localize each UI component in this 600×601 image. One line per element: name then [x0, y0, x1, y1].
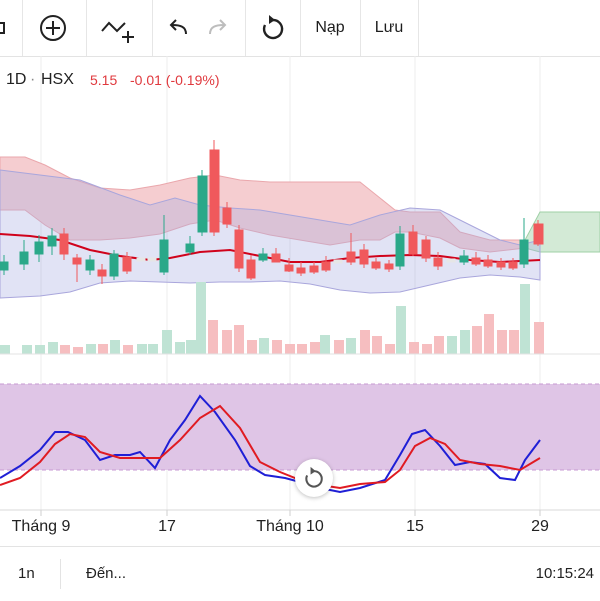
toolbar-divider — [152, 0, 153, 56]
toolbar-divider — [245, 0, 246, 56]
x-axis-label: Tháng 9 — [11, 518, 71, 535]
x-axis-label: 17 — [158, 518, 176, 535]
bottom-bar: 1n Đến... 10:15:24 — [0, 546, 600, 601]
toolbar-divider — [22, 0, 23, 56]
toolbar-divider — [418, 0, 419, 56]
chart-canvas[interactable] — [0, 0, 600, 546]
stochastic-k-line — [0, 394, 541, 494]
chart-toolbar: Nạp Lưu — [0, 0, 600, 57]
redo-icon — [209, 19, 227, 35]
add-indicator-button[interactable] — [22, 0, 84, 56]
price-change: -0.01 (-0.19%) — [130, 72, 220, 88]
oscillator-band — [0, 384, 600, 470]
stochastic-d-line — [0, 404, 541, 490]
candlestick-series — [0, 140, 544, 284]
toolbar-divider — [86, 0, 87, 56]
reset-icon — [305, 466, 323, 488]
exchange-label: HSX — [41, 71, 74, 88]
range-selector[interactable]: 1n — [18, 565, 35, 582]
undo-button[interactable] — [160, 0, 196, 56]
load-label: Nạp — [315, 19, 345, 36]
save-label: Lưu — [374, 19, 404, 36]
undo-icon — [169, 19, 187, 35]
volume-series — [0, 282, 544, 354]
indicator-settings-icon — [0, 22, 5, 34]
bottom-divider — [60, 559, 61, 589]
x-axis-label: 15 — [406, 518, 424, 535]
reset-chart-button[interactable] — [245, 0, 300, 56]
reset-icon — [262, 15, 283, 40]
x-axis-label: 29 — [531, 518, 549, 535]
last-price: 5.15 — [90, 72, 118, 88]
redo-button[interactable] — [200, 0, 236, 56]
save-button[interactable]: Lưu — [360, 0, 418, 56]
toolbar-divider — [300, 0, 301, 56]
add-icon — [40, 15, 66, 41]
goto-date-button[interactable]: Đến... — [86, 565, 127, 582]
load-button[interactable]: Nạp — [300, 0, 360, 56]
timeframe-label[interactable]: 1D — [6, 71, 27, 88]
reset-zoom-button[interactable] — [295, 459, 333, 497]
indicator-settings-button[interactable] — [0, 0, 14, 56]
info-separator: · — [30, 71, 36, 88]
compare-button[interactable] — [86, 0, 152, 56]
toolbar-divider — [360, 0, 361, 56]
x-axis-label: Tháng 10 — [256, 518, 324, 535]
clock-time: 10:15:24 — [535, 565, 594, 582]
compare-icon — [101, 21, 134, 43]
